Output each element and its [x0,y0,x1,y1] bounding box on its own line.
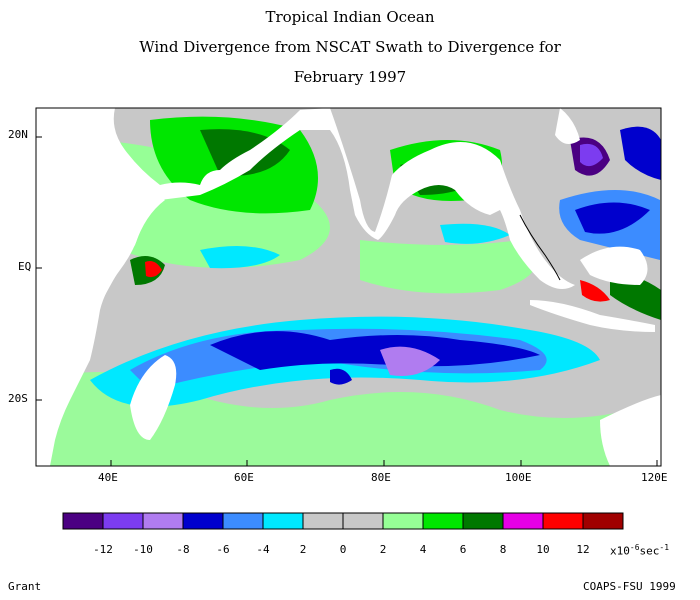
colorbar-label: 6 [459,543,467,556]
colorbar-label: 0 [339,543,347,556]
colorbar [62,512,624,530]
colorbar-label: -4 [256,543,270,556]
map-title-line-2: Wind Divergence from NSCAT Swath to Dive… [139,38,561,56]
map-frame [35,107,662,467]
colorbar-label: 2 [379,543,387,556]
colorbar-label: 4 [419,543,427,556]
colorbar-swatch [422,512,464,530]
colorbar-label: -6 [216,543,230,556]
map-title-line-1: Tropical Indian Ocean [265,8,435,26]
colorbar-swatch [222,512,264,530]
colorbar-swatch [382,512,424,530]
colorbar-label: 10 [536,543,550,556]
lon-label-80e: 80E [371,471,391,484]
footer-credit: COAPS-FSU 1999 [583,580,676,593]
lat-label-eq: EQ [18,260,32,273]
colorbar-label: -8 [176,543,190,556]
colorbar-swatch [62,512,104,530]
lon-label-60e: 60E [234,471,254,484]
colorbar-label: 2 [299,543,307,556]
ocean-field [36,108,661,466]
colorbar-swatch [542,512,584,530]
colorbar-units: x10-6sec-1 [610,543,670,558]
colorbar-swatch [342,512,384,530]
colorbar-swatch [262,512,304,530]
colorbar-label: -10 [133,543,153,556]
lon-label-100e: 100E [505,471,532,484]
colorbar-swatch [502,512,544,530]
colorbar-swatch [462,512,504,530]
lon-label-120e: 120E [641,471,668,484]
colorbar-label: 12 [576,543,590,556]
colorbar-swatch [582,512,624,530]
colorbar-label: -12 [93,543,113,556]
colorbar-swatch [302,512,344,530]
footer-author: Grant [8,580,42,593]
colorbar-swatch [142,512,184,530]
map-title-line-3: February 1997 [293,68,407,86]
colorbar-swatch [102,512,144,530]
lat-label-20n: 20N [8,128,28,141]
lon-label-40e: 40E [98,471,118,484]
lat-label-20s: 20S [8,392,28,405]
colorbar-label: 8 [499,543,507,556]
colorbar-swatch [182,512,224,530]
